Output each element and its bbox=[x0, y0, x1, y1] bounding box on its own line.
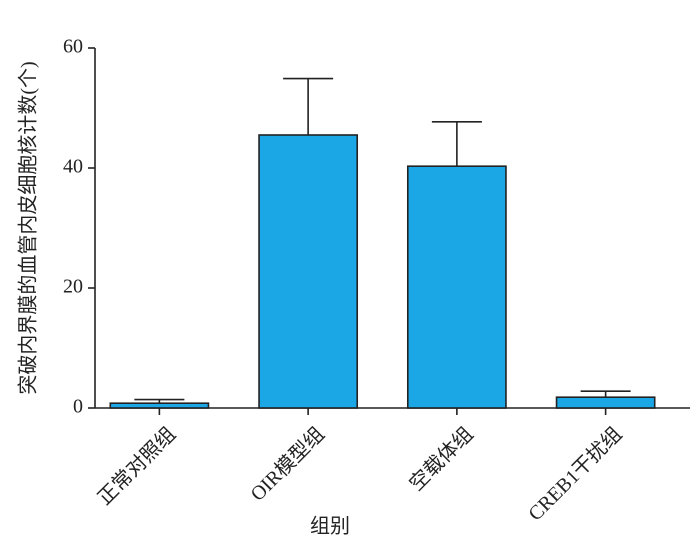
x-axis-label: 组别 bbox=[310, 515, 350, 538]
bar bbox=[406, 165, 507, 409]
bar bbox=[258, 134, 359, 409]
x-tick-label: 空载体组 bbox=[405, 423, 478, 496]
x-tick-label: OIR模型组 bbox=[246, 423, 329, 506]
y-axis-label: 突破内界膜的血管内皮细胞核计数(个) bbox=[17, 61, 40, 394]
y-tick-label: 20 bbox=[63, 276, 83, 298]
x-tick-label: CREB1干扰组 bbox=[524, 423, 627, 526]
bar bbox=[555, 396, 656, 409]
y-tick-label: 0 bbox=[73, 396, 83, 418]
y-tick-label: 60 bbox=[63, 36, 83, 58]
y-tick-label: 40 bbox=[63, 156, 83, 178]
x-tick-label: 正常对照组 bbox=[93, 423, 180, 510]
bar bbox=[109, 402, 210, 409]
